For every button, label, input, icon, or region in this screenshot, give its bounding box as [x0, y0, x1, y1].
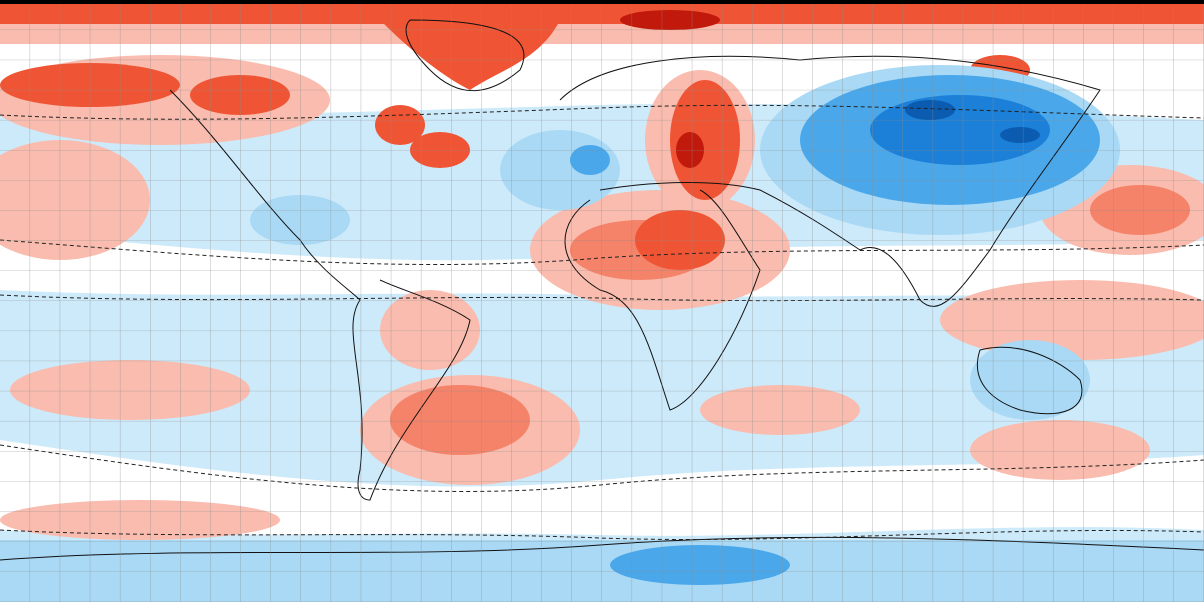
graticule	[0, 4, 1204, 602]
top-border	[0, 0, 1204, 4]
